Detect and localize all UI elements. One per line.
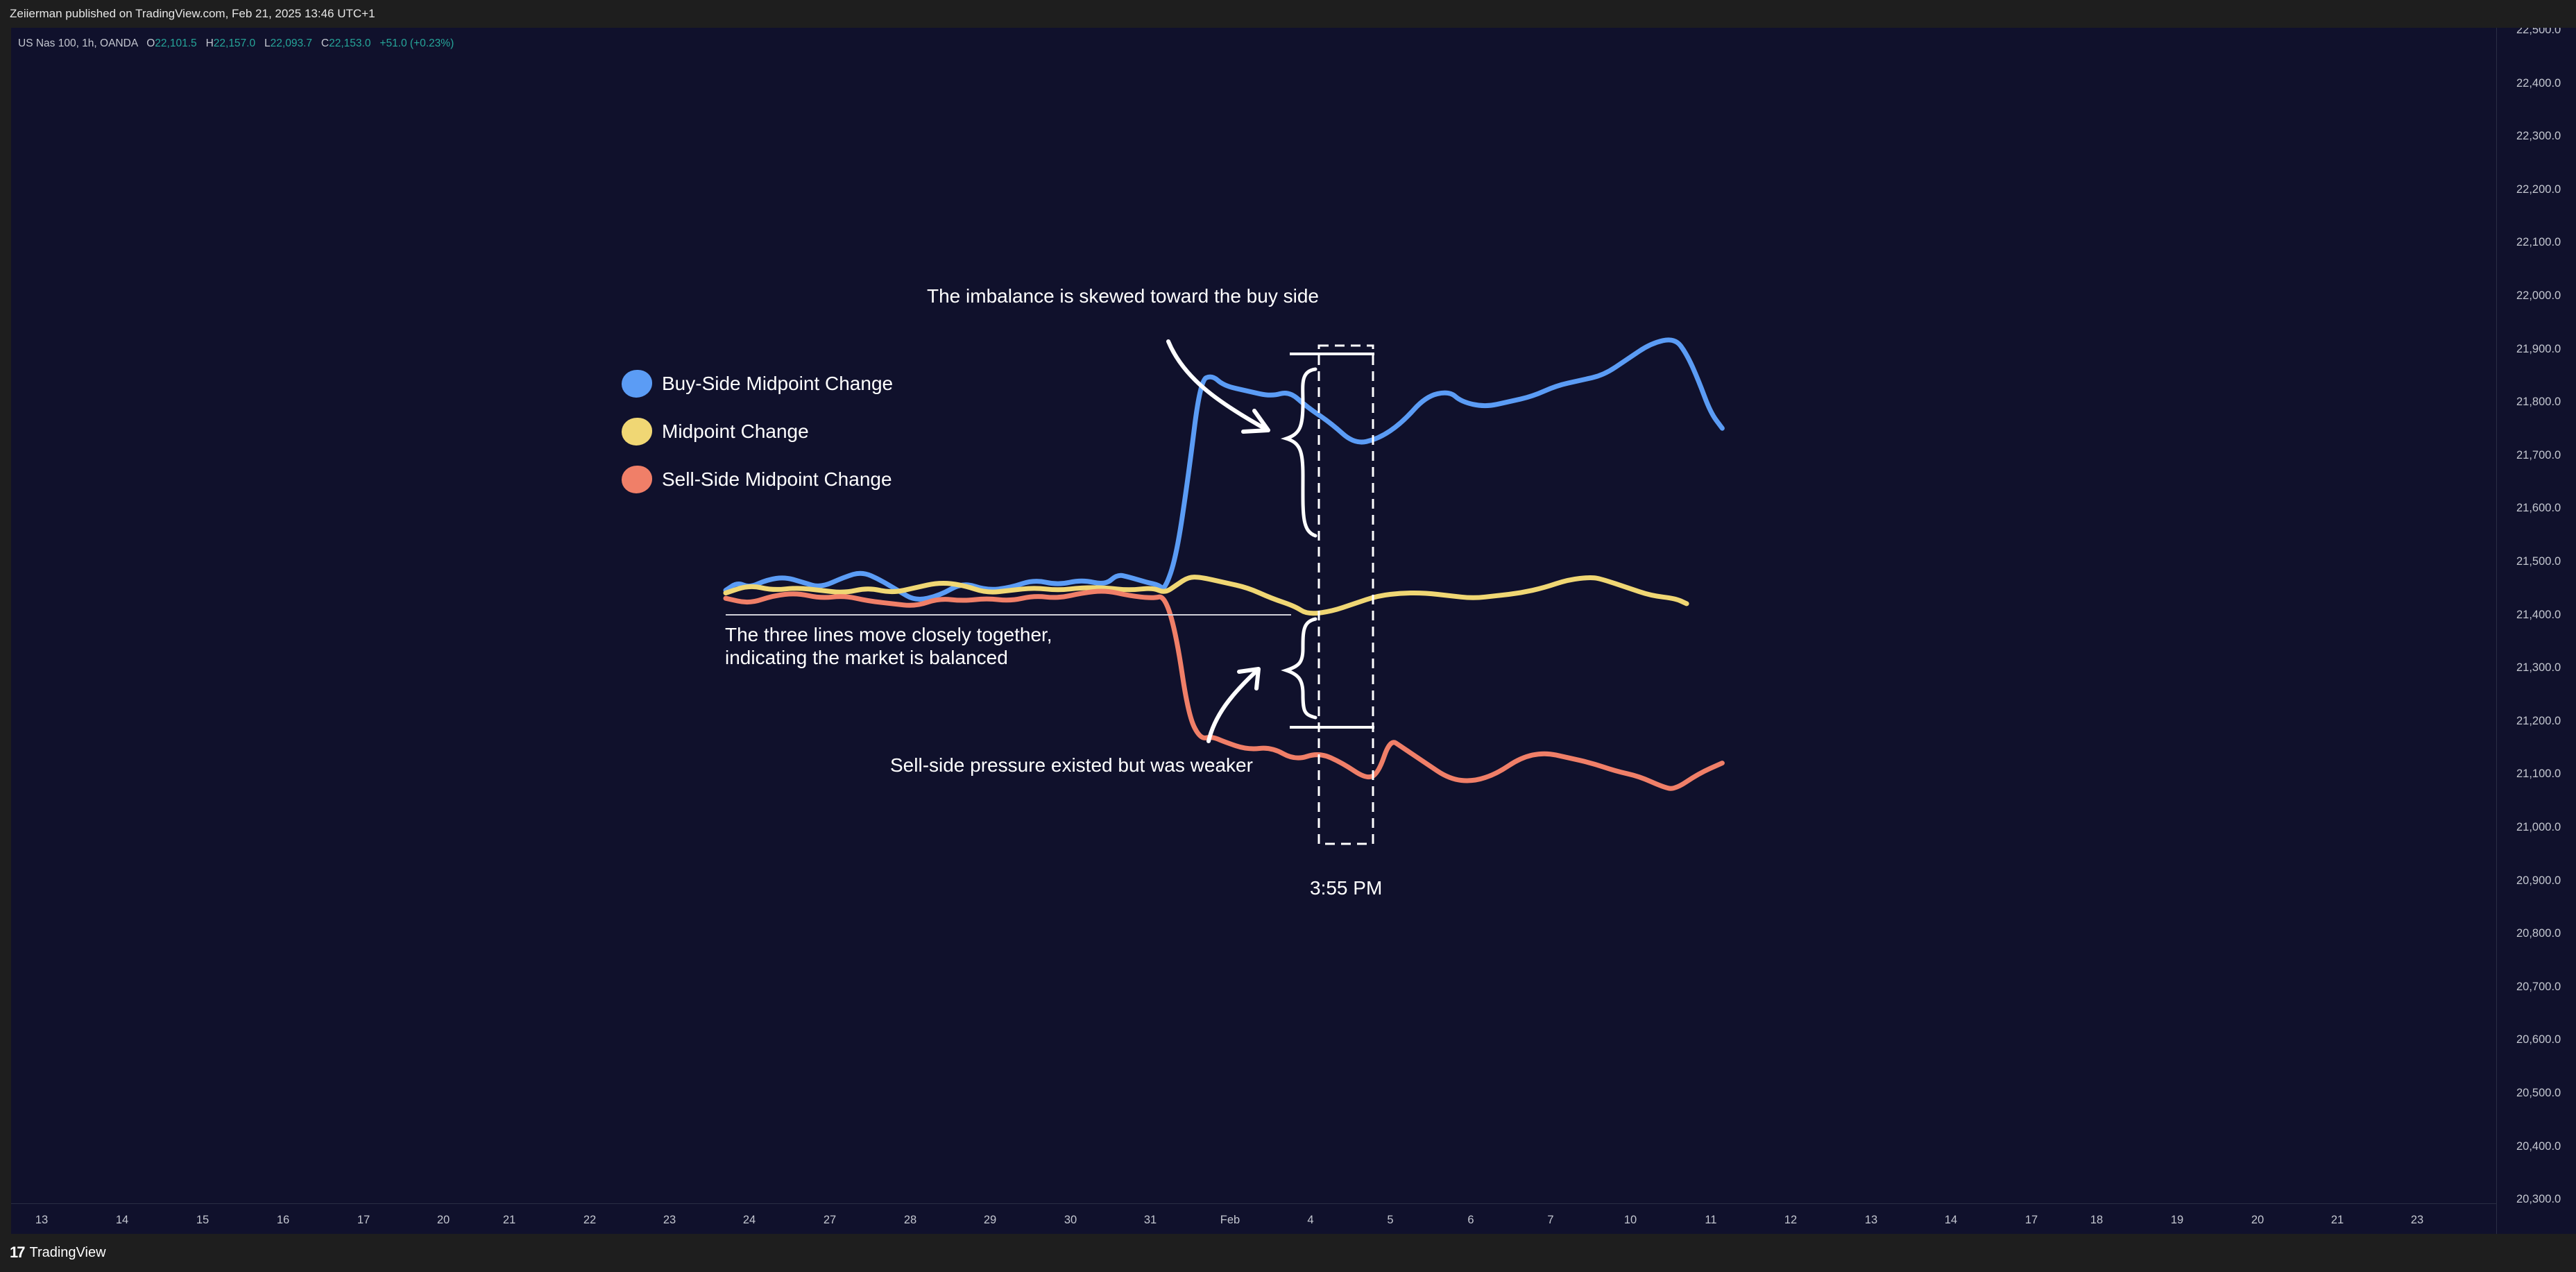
time-marker-label: 3:55 PM xyxy=(1310,877,1383,899)
buy-side-dot-icon xyxy=(622,370,652,398)
time-label: 20 xyxy=(436,1214,450,1226)
price-label: 21,000.0 xyxy=(2516,821,2561,833)
open-value: 22,101.5 xyxy=(155,37,197,49)
time-label: 13 xyxy=(1864,1214,1878,1226)
price-axis[interactable]: 22,500.0 22,400.0 22,300.0 22,200.0 22,100.0… xyxy=(2496,28,2576,1234)
time-label: 6 xyxy=(1467,1214,1474,1226)
time-label: 15 xyxy=(196,1214,210,1226)
published-info: Zeiierman published on TradingView.com, … xyxy=(10,7,375,20)
tradingview-logo-icon: 17 xyxy=(10,1244,26,1261)
buy-side-note: The imbalance is skewed toward the buy s… xyxy=(927,285,1319,307)
time-label: 4 xyxy=(1307,1214,1314,1226)
time-label: 31 xyxy=(1143,1214,1157,1226)
price-label: 20,700.0 xyxy=(2516,980,2561,993)
time-axis[interactable]: 13 14 15 16 17 20 21 22 23 24 27 28 29 30 31 Feb 4 5 6 7 10 1… xyxy=(11,1203,2496,1234)
price-label: 21,700.0 xyxy=(2516,448,2561,461)
series-layer xyxy=(723,337,1725,791)
price-label: 22,300.0 xyxy=(2516,130,2561,143)
time-label: 19 xyxy=(2170,1214,2184,1226)
legend-item-sell-side: Sell-Side Midpoint Change xyxy=(622,466,892,493)
change-value: +51.0 (+0.23%) xyxy=(379,37,454,49)
high-label: H xyxy=(205,37,214,49)
highlight-dashed-box xyxy=(1317,344,1374,845)
buy-arrow xyxy=(1166,339,1268,431)
time-label: 14 xyxy=(1944,1214,1958,1226)
legend-item-midpoint: Midpoint Change xyxy=(622,418,809,446)
legend-item-buy-side: Buy-Side Midpoint Change xyxy=(622,370,893,398)
price-label: 20,600.0 xyxy=(2516,1033,2561,1046)
time-label: 17 xyxy=(2024,1214,2038,1226)
time-label: Feb xyxy=(1220,1214,1240,1226)
high-value: 22,157.0 xyxy=(213,37,256,49)
tradingview-logo-text: TradingView xyxy=(29,1244,106,1260)
price-label: 22,200.0 xyxy=(2516,183,2561,196)
low-value: 22,093.7 xyxy=(270,37,312,49)
time-label: 22 xyxy=(583,1214,597,1226)
time-label: 30 xyxy=(1064,1214,1077,1226)
open-label: O xyxy=(146,37,155,49)
time-label: 13 xyxy=(35,1214,49,1226)
midpoint-dot-icon xyxy=(622,418,652,446)
time-label: 21 xyxy=(502,1214,516,1226)
close-value: 22,153.0 xyxy=(329,37,371,49)
price-label: 21,200.0 xyxy=(2516,714,2561,727)
bottom-bar: 17 TradingView xyxy=(0,1234,2576,1272)
price-label: 21,800.0 xyxy=(2516,396,2561,409)
top-bar: Zeiierman published on TradingView.com, … xyxy=(0,0,2576,28)
series-line-1 xyxy=(723,575,1689,616)
time-label: 24 xyxy=(742,1214,756,1226)
balanced-note-line1: The three lines move closely together, xyxy=(725,624,1052,645)
price-label: 22,400.0 xyxy=(2516,76,2561,90)
low-label: L xyxy=(264,37,271,49)
time-label: 12 xyxy=(1784,1214,1798,1226)
time-label: 20 xyxy=(2251,1214,2264,1226)
close-label: C xyxy=(321,37,330,49)
tradingview-logo[interactable]: 17 TradingView xyxy=(10,1244,106,1262)
time-label: 17 xyxy=(357,1214,370,1226)
time-label: 14 xyxy=(115,1214,129,1226)
price-label: 20,300.0 xyxy=(2516,1193,2561,1206)
time-label: 28 xyxy=(903,1214,917,1226)
price-label: 20,800.0 xyxy=(2516,927,2561,940)
sell-side-dot-icon xyxy=(622,466,652,493)
price-label: 20,500.0 xyxy=(2516,1087,2561,1099)
symbol-name: US Nas 100, 1h, OANDA xyxy=(18,37,138,49)
time-label: 21 xyxy=(2330,1214,2344,1226)
time-label: 23 xyxy=(663,1214,676,1226)
price-label: 21,400.0 xyxy=(2516,608,2561,621)
sell-arrow-head xyxy=(1237,667,1261,690)
price-label: 20,400.0 xyxy=(2516,1139,2561,1153)
time-label: 7 xyxy=(1547,1214,1554,1226)
legend-label-sell-side: Sell-Side Midpoint Change xyxy=(662,468,892,490)
price-label: 21,500.0 xyxy=(2516,555,2561,568)
time-label: 5 xyxy=(1387,1214,1394,1226)
price-label: 21,100.0 xyxy=(2516,768,2561,781)
time-label: 10 xyxy=(1623,1214,1637,1226)
price-label: 22,100.0 xyxy=(2516,236,2561,249)
lower-curly-brace xyxy=(1281,617,1317,720)
price-label: 22,500.0 xyxy=(2516,28,2561,36)
upper-curly-brace xyxy=(1280,367,1317,538)
time-label: 27 xyxy=(823,1214,837,1226)
price-label: 21,900.0 xyxy=(2516,342,2561,355)
price-label: 22,000.0 xyxy=(2516,289,2561,302)
time-label: 29 xyxy=(983,1214,997,1226)
sell-side-note: Sell-side pressure existed but was weake… xyxy=(890,754,1253,776)
price-label: 20,900.0 xyxy=(2516,874,2561,887)
price-label: 21,600.0 xyxy=(2516,502,2561,515)
time-label: 11 xyxy=(1705,1214,1717,1226)
legend-label-buy-side: Buy-Side Midpoint Change xyxy=(662,373,894,394)
buy-arrow-head xyxy=(1241,409,1270,434)
time-label: 16 xyxy=(276,1214,290,1226)
plot-layer xyxy=(723,337,1725,845)
legend-label-midpoint: Midpoint Change xyxy=(662,421,809,442)
time-label: 23 xyxy=(2410,1214,2424,1226)
price-label: 21,300.0 xyxy=(2516,661,2561,675)
sell-arrow xyxy=(1206,670,1258,743)
chart-area[interactable]: US Nas 100, 1h, OANDA O22,101.5 H22,157.… xyxy=(11,28,2576,1234)
balanced-note-line2: indicating the market is balanced xyxy=(725,647,1008,668)
series-line-0 xyxy=(723,337,1725,602)
time-label: 18 xyxy=(2090,1214,2104,1226)
symbol-legend[interactable]: US Nas 100, 1h, OANDA O22,101.5 H22,157.… xyxy=(18,37,454,50)
